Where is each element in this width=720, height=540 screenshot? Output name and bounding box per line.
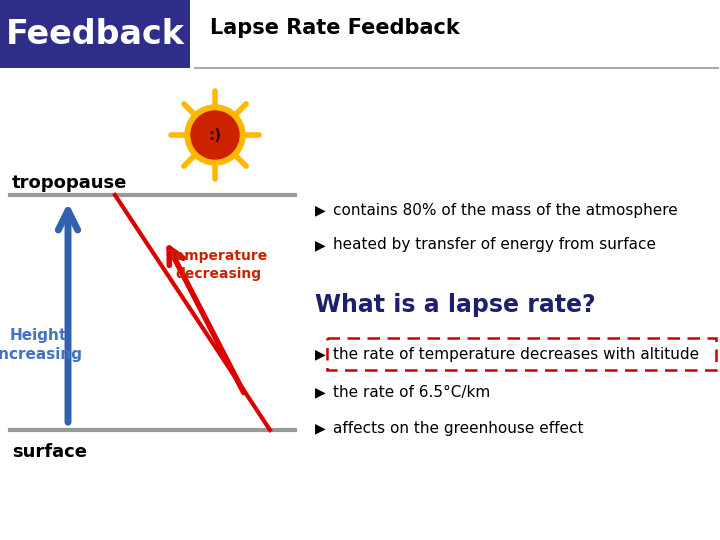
Text: Lapse Rate Feedback: Lapse Rate Feedback bbox=[210, 18, 460, 38]
Text: ▶: ▶ bbox=[315, 203, 325, 217]
Text: ▶: ▶ bbox=[315, 385, 325, 399]
Text: affects on the greenhouse effect: affects on the greenhouse effect bbox=[333, 421, 583, 435]
Text: :): :) bbox=[208, 129, 222, 144]
FancyBboxPatch shape bbox=[0, 0, 190, 68]
Text: Temperature
decreasing: Temperature decreasing bbox=[168, 249, 268, 281]
Text: Height
increasing: Height increasing bbox=[0, 328, 83, 362]
Text: heated by transfer of energy from surface: heated by transfer of energy from surfac… bbox=[333, 238, 656, 253]
Text: tropopause: tropopause bbox=[12, 174, 127, 192]
Text: ▶: ▶ bbox=[315, 347, 325, 361]
Text: contains 80% of the mass of the atmosphere: contains 80% of the mass of the atmosphe… bbox=[333, 202, 678, 218]
Circle shape bbox=[185, 105, 245, 165]
Circle shape bbox=[191, 111, 239, 159]
Text: ▶: ▶ bbox=[315, 238, 325, 252]
Text: ▶: ▶ bbox=[315, 421, 325, 435]
Text: the rate of 6.5°C/km: the rate of 6.5°C/km bbox=[333, 384, 490, 400]
Text: Feedback: Feedback bbox=[6, 17, 184, 51]
Text: surface: surface bbox=[12, 443, 87, 461]
Text: What is a lapse rate?: What is a lapse rate? bbox=[315, 293, 595, 317]
Text: the rate of temperature decreases with altitude: the rate of temperature decreases with a… bbox=[333, 347, 699, 361]
